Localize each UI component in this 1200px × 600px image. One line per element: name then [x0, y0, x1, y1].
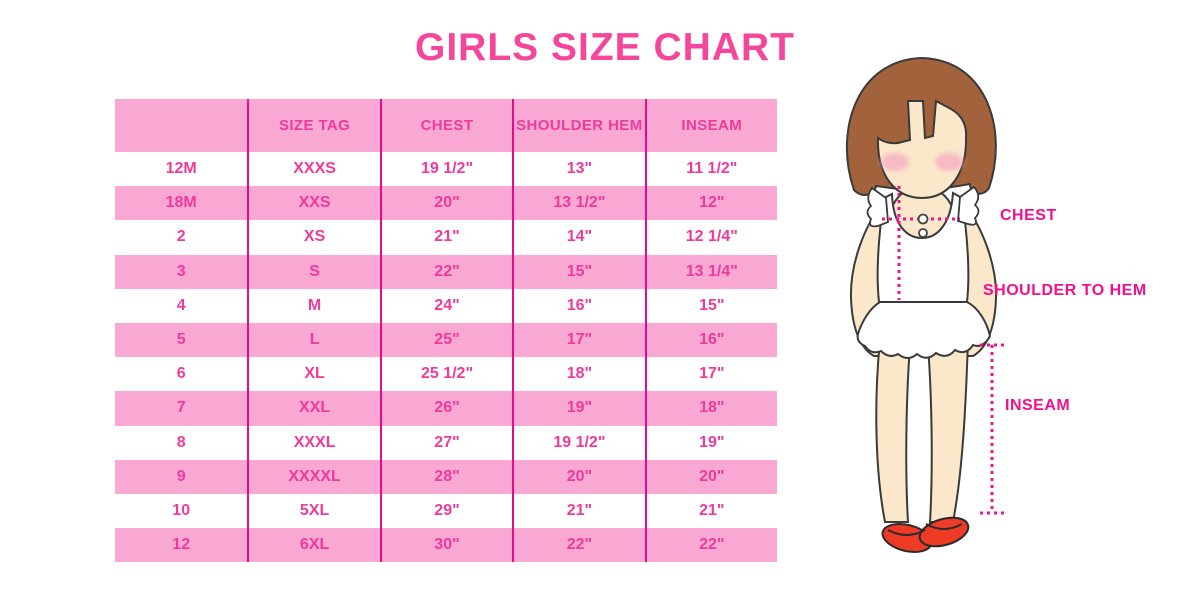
- table-cell: 15": [512, 254, 645, 289]
- table-cell: XXS: [247, 186, 380, 221]
- table-cell: XXL: [247, 391, 380, 426]
- column-header: INSEAM: [644, 99, 777, 152]
- row-size-label: 5: [115, 322, 248, 358]
- table-cell: 13 1/4": [644, 254, 777, 289]
- table-cell: 16": [644, 322, 777, 358]
- page-title: GIRLS SIZE CHART: [414, 26, 795, 69]
- table-cell: 13": [512, 152, 644, 187]
- girl-measurement-illustration: [845, 56, 1004, 553]
- table-cell: S: [247, 254, 380, 289]
- row-size-label: 6: [176, 365, 186, 383]
- inseam-label: INSEAM: [1005, 397, 1071, 414]
- table-cell: 15": [644, 288, 777, 323]
- girl-skirt: [856, 301, 992, 359]
- table-cell: 22": [644, 528, 777, 563]
- row-size-label: 9: [115, 459, 248, 494]
- table-cell: 25": [379, 322, 513, 358]
- table-cell: 19 1/2": [379, 152, 512, 187]
- row-size-label: 3: [115, 254, 248, 289]
- table-cell: 30": [379, 528, 513, 563]
- table-cell: 19": [644, 425, 777, 460]
- row-size-label: 12: [115, 528, 248, 563]
- table-cell: XS: [247, 220, 379, 255]
- table-cell: 18": [644, 391, 777, 426]
- row-size-label: 10: [172, 501, 191, 519]
- table-cell: 22": [379, 254, 513, 289]
- table-cell: 20": [644, 459, 777, 494]
- table-cell: 13 1/2": [512, 186, 645, 221]
- column-header: SIZE TAG: [247, 99, 380, 152]
- column-header: [115, 99, 248, 152]
- table-cell: 6XL: [247, 528, 380, 563]
- column-header: SHOULDER HEM: [512, 99, 645, 152]
- table-cell: 20": [512, 459, 645, 494]
- table-cell: XL: [247, 357, 379, 392]
- size-table: SIZE TAG CHEST SHOULDER HEM INSEAM 12M XXXS 19…: [115, 99, 777, 563]
- row-size-label: 18M: [115, 186, 248, 221]
- girl-face: [876, 99, 968, 200]
- shoulder-to-hem-label: SHOULDER TO HEM: [983, 282, 1147, 299]
- table-cell: 18": [512, 357, 644, 392]
- table-cell: 16": [512, 288, 644, 323]
- table-cell: XXXS: [247, 152, 379, 187]
- table-cell: L: [247, 322, 380, 358]
- girl-legs: [875, 338, 970, 523]
- row-size-label: 4: [176, 296, 186, 314]
- table-cell: 25 1/2": [379, 357, 512, 392]
- table-cell: 22": [512, 528, 645, 563]
- table-cell: 29": [379, 493, 512, 529]
- top-buttons: [917, 213, 929, 238]
- row-size-label: 7: [115, 391, 248, 426]
- table-cell: 26": [379, 391, 513, 426]
- table-cell: M: [247, 288, 379, 323]
- table-cell: XXXL: [247, 425, 379, 460]
- girl-blush: [881, 153, 963, 171]
- chest-label: CHEST: [1000, 207, 1057, 224]
- table-cell: 19 1/2": [512, 425, 644, 460]
- table-cell: 17": [644, 357, 777, 392]
- girl-shoulder-ruffles: [866, 185, 980, 228]
- row-size-label: 2: [176, 228, 186, 246]
- table-cell: 11 1/2": [644, 152, 777, 187]
- column-header: CHEST: [379, 99, 513, 152]
- measurement-dotted-lines: [882, 186, 1004, 515]
- table-cell: 19": [512, 391, 645, 426]
- table-cell: XXXXL: [247, 459, 380, 494]
- table-cell: 14": [512, 220, 644, 255]
- table-cell: 27": [379, 425, 512, 460]
- girl-red-shoes: [881, 516, 970, 553]
- row-size-label: 8: [176, 433, 186, 451]
- table-cell: 21": [379, 220, 512, 255]
- table-cell: 5XL: [247, 493, 379, 529]
- table-cell: 24": [379, 288, 512, 323]
- table-cell: 12": [644, 186, 777, 221]
- table-cell: 12 1/4": [644, 220, 777, 255]
- table-cell: 21": [512, 493, 644, 529]
- table-cell: 17": [512, 322, 645, 358]
- row-size-label: 12M: [165, 160, 197, 178]
- table-cell: 20": [379, 186, 513, 221]
- table-cell: 21": [644, 493, 777, 529]
- table-cell: 28": [379, 459, 513, 494]
